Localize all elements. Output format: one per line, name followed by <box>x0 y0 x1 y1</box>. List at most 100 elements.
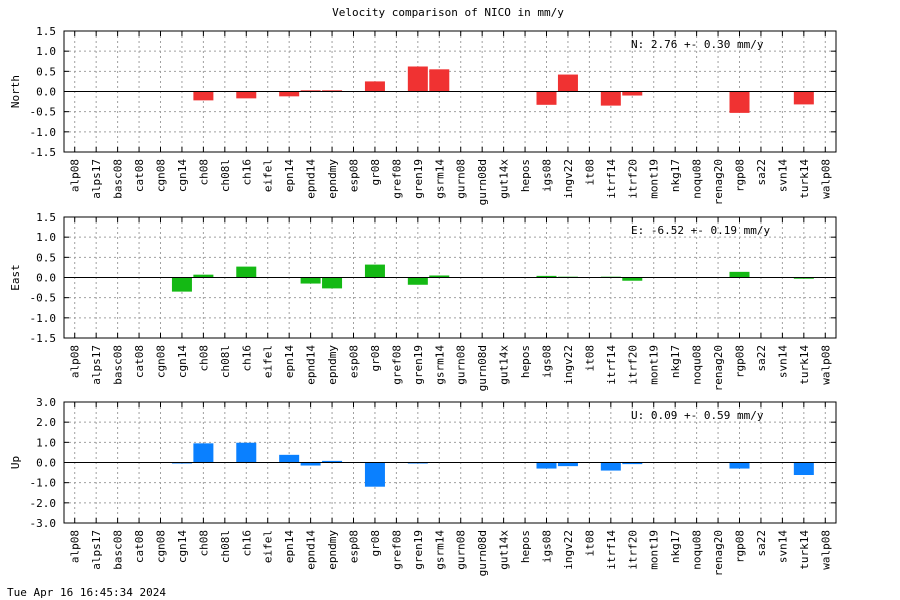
x-tick-label: alp08 <box>69 159 82 192</box>
bar-ingv22 <box>557 74 578 92</box>
x-tick-label: sa22 <box>755 159 768 186</box>
x-tick-label: epn14 <box>283 345 296 378</box>
x-tick-label: gr08 <box>369 530 382 557</box>
bar-itrf20 <box>622 462 643 465</box>
y-tick-label: -1.5 <box>30 146 57 159</box>
y-tick-label: 0.0 <box>36 272 56 285</box>
bar-igs08 <box>536 275 557 278</box>
x-tick-label: gut14x <box>498 159 511 199</box>
x-tick-label: gsrm14 <box>433 159 446 199</box>
x-tick-label: eifel <box>262 159 275 192</box>
bar-ch16 <box>236 442 257 463</box>
x-tick-label: gr08 <box>369 159 382 186</box>
bar-ch08 <box>193 443 214 463</box>
bar-igs08 <box>536 462 557 469</box>
x-tick-label: rgp08 <box>734 159 747 192</box>
x-tick-label: hepos <box>519 159 532 192</box>
bar-itrf14 <box>600 462 621 471</box>
x-tick-label: it08 <box>583 530 596 557</box>
summary-annotation: U: 0.09 +- 0.59 mm/y <box>631 409 764 422</box>
x-tick-label: gurn08d <box>476 345 489 391</box>
x-tick-label: itrf14 <box>605 530 618 570</box>
x-tick-label: itrf14 <box>605 159 618 199</box>
x-tick-label: epndmy <box>326 345 339 385</box>
x-tick-label: basc08 <box>112 345 125 385</box>
x-tick-label: noqu08 <box>691 159 704 199</box>
x-tick-label: renag20 <box>712 530 725 576</box>
bar-itrf14 <box>600 91 621 106</box>
x-tick-label: gurn08d <box>476 530 489 576</box>
x-tick-label: ch08 <box>197 530 210 557</box>
x-tick-label: basc08 <box>112 159 125 199</box>
x-tick-label: cgn08 <box>155 530 168 563</box>
x-tick-label: esp08 <box>348 159 361 192</box>
bar-itrf20 <box>622 91 643 96</box>
bar-ch08 <box>193 274 214 278</box>
y-tick-label: 1.0 <box>36 45 56 58</box>
x-tick-label: esp08 <box>348 345 361 378</box>
y-axis-label: Up <box>9 456 22 469</box>
bar-ch08 <box>193 91 214 101</box>
y-tick-label: 1.5 <box>36 211 56 224</box>
x-tick-label: turk14 <box>798 530 811 570</box>
x-tick-label: rgp08 <box>734 345 747 378</box>
bar-gren19 <box>407 66 428 92</box>
x-tick-label: walp08 <box>819 159 832 199</box>
x-tick-label: renag20 <box>712 159 725 205</box>
bar-epndmy <box>322 90 343 92</box>
x-tick-label: ch08 <box>197 159 210 186</box>
x-tick-label: alps17 <box>90 345 103 385</box>
bar-gren19 <box>407 277 428 285</box>
y-tick-label: -0.5 <box>30 292 57 305</box>
x-tick-label: gurn08d <box>476 159 489 205</box>
y-tick-label: 1.0 <box>36 231 56 244</box>
x-tick-label: ingv22 <box>562 159 575 199</box>
x-tick-label: mont19 <box>648 530 661 570</box>
x-tick-label: turk14 <box>798 159 811 199</box>
x-tick-label: svn14 <box>776 345 789 378</box>
bar-rgp08 <box>729 271 750 278</box>
x-tick-label: igs08 <box>541 530 554 563</box>
bar-rgp08 <box>729 91 750 113</box>
bar-gr08 <box>364 462 385 487</box>
y-tick-label: -2.0 <box>30 497 57 510</box>
x-tick-label: gurn08 <box>455 530 468 570</box>
x-tick-label: gut14x <box>498 530 511 570</box>
x-tick-label: renag20 <box>712 345 725 391</box>
x-tick-label: basc08 <box>112 530 125 570</box>
y-tick-label: 0.5 <box>36 251 56 264</box>
x-tick-label: ch08l <box>219 345 232 378</box>
x-tick-label: gsrm14 <box>433 530 446 570</box>
x-tick-label: ch16 <box>240 530 253 557</box>
bar-rgp08 <box>729 462 750 469</box>
bar-igs08 <box>536 91 557 105</box>
x-tick-label: gurn08 <box>455 345 468 385</box>
timestamp: Tue Apr 16 16:45:34 2024 <box>7 586 166 599</box>
x-tick-label: gren19 <box>412 345 425 385</box>
x-tick-label: epndmy <box>326 530 339 570</box>
x-tick-label: epnd14 <box>305 159 318 199</box>
bar-gsrm14 <box>429 275 450 278</box>
x-tick-label: cat08 <box>133 159 146 192</box>
x-tick-label: sa22 <box>755 345 768 372</box>
x-tick-label: it08 <box>583 345 596 372</box>
bar-gr08 <box>364 81 385 92</box>
y-tick-label: 2.0 <box>36 416 56 429</box>
x-tick-label: alp08 <box>69 530 82 563</box>
x-tick-label: gr08 <box>369 345 382 372</box>
y-tick-label: 0.5 <box>36 65 56 78</box>
y-tick-label: 0.0 <box>36 457 56 470</box>
bar-ch16 <box>236 266 257 278</box>
x-tick-label: igs08 <box>541 345 554 378</box>
bar-cgn14 <box>171 462 192 464</box>
bar-epn14 <box>279 91 300 97</box>
x-tick-label: eifel <box>262 345 275 378</box>
x-tick-label: hepos <box>519 530 532 563</box>
bar-gren19 <box>407 462 428 464</box>
summary-annotation: N: 2.76 +- 0.30 mm/y <box>631 38 764 51</box>
summary-annotation: E: -6.52 +- 0.19 mm/y <box>631 224 770 237</box>
x-tick-label: alps17 <box>90 530 103 570</box>
x-tick-label: epn14 <box>283 530 296 563</box>
x-tick-label: ingv22 <box>562 530 575 570</box>
